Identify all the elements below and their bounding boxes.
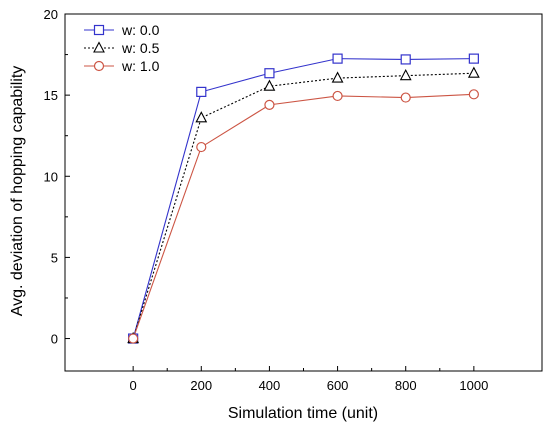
series-1-point-2 [263, 79, 276, 91]
axis-ticks: 0 200 400 600 800 1000 0 5 10 15 20 [44, 7, 489, 393]
series-markers [127, 53, 480, 344]
legend-label-2: w: 1.0 [121, 58, 160, 74]
series-2-point-0 [128, 333, 139, 344]
series-2-point-4 [400, 92, 411, 103]
series-0-point-2 [264, 68, 275, 79]
x-tick-label-1: 200 [190, 378, 212, 393]
y-axis-title: Avg. deviation of hopping capability [9, 66, 26, 317]
series-0-point-3 [332, 53, 343, 64]
series-2-point-1 [196, 141, 207, 153]
series-2-point-2 [264, 99, 275, 110]
y-tick-label-0: 0 [51, 332, 58, 347]
x-tick-label-0: 0 [130, 378, 137, 393]
series-line-0 [132, 58, 474, 339]
series-0-point-5 [468, 53, 479, 64]
x-tick-label-3: 600 [327, 378, 349, 393]
series-1-point-1 [195, 111, 208, 123]
x-tick-label-2: 400 [259, 378, 281, 393]
legend: w: 0.0 w: 0.5 w: 1.0 [84, 22, 160, 74]
series-0-point-1 [196, 86, 207, 97]
series-1-point-5 [467, 66, 480, 78]
series-line-2 [132, 93, 474, 339]
series-1-point-4 [399, 68, 412, 81]
series-line-1 [132, 72, 474, 339]
y-tick-label-4: 20 [44, 7, 58, 22]
series-2-point-3 [332, 90, 343, 102]
legend-label-0: w: 0.0 [121, 22, 160, 38]
y-tick-label-1: 5 [51, 250, 58, 265]
series-0-point-4 [400, 54, 411, 65]
series-1-point-3 [331, 71, 344, 83]
y-tick-label-3: 15 [44, 88, 58, 103]
legend-marker-2 [93, 60, 105, 72]
series-2-point-5 [468, 89, 479, 100]
legend-label-1: w: 0.5 [121, 40, 160, 56]
x-tick-label-5: 1000 [459, 378, 488, 393]
y-tick-label-2: 10 [44, 169, 58, 184]
x-axis-title: Simulation time (unit) [228, 405, 378, 422]
x-tick-label-4: 800 [395, 378, 417, 393]
legend-marker-1 [93, 41, 105, 53]
legend-marker-0 [93, 24, 105, 36]
series-lines [132, 58, 474, 339]
